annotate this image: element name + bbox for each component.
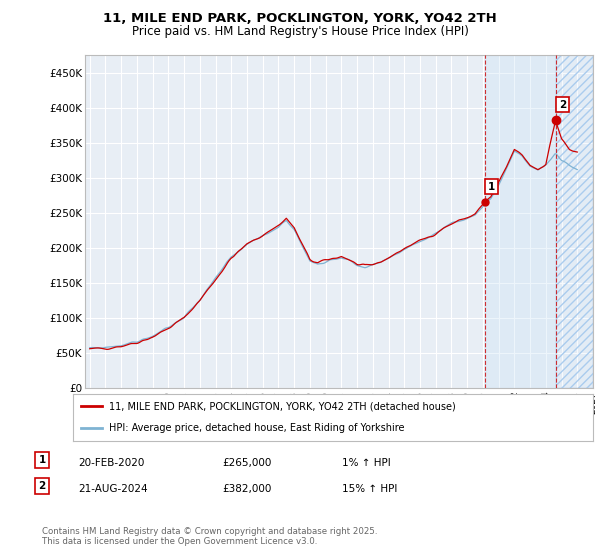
Text: Price paid vs. HM Land Registry's House Price Index (HPI): Price paid vs. HM Land Registry's House … [131, 25, 469, 38]
Bar [556, 55, 593, 388]
Text: 20-FEB-2020: 20-FEB-2020 [78, 458, 145, 468]
Bar [485, 55, 556, 388]
Text: £265,000: £265,000 [222, 458, 271, 468]
Text: 1% ↑ HPI: 1% ↑ HPI [342, 458, 391, 468]
Text: 1: 1 [38, 455, 46, 465]
Text: HPI: Average price, detached house, East Riding of Yorkshire: HPI: Average price, detached house, East… [109, 423, 405, 433]
Text: 21-AUG-2024: 21-AUG-2024 [78, 484, 148, 494]
Text: 11, MILE END PARK, POCKLINGTON, YORK, YO42 2TH: 11, MILE END PARK, POCKLINGTON, YORK, YO… [103, 12, 497, 25]
Text: 11, MILE END PARK, POCKLINGTON, YORK, YO42 2TH (detached house): 11, MILE END PARK, POCKLINGTON, YORK, YO… [109, 402, 456, 412]
Text: 2: 2 [38, 481, 46, 491]
Text: 15% ↑ HPI: 15% ↑ HPI [342, 484, 397, 494]
Bar [556, 55, 593, 388]
Text: 1: 1 [488, 181, 495, 192]
Text: 2: 2 [559, 100, 566, 110]
Text: £382,000: £382,000 [222, 484, 271, 494]
Text: Contains HM Land Registry data © Crown copyright and database right 2025.
This d: Contains HM Land Registry data © Crown c… [42, 526, 377, 546]
